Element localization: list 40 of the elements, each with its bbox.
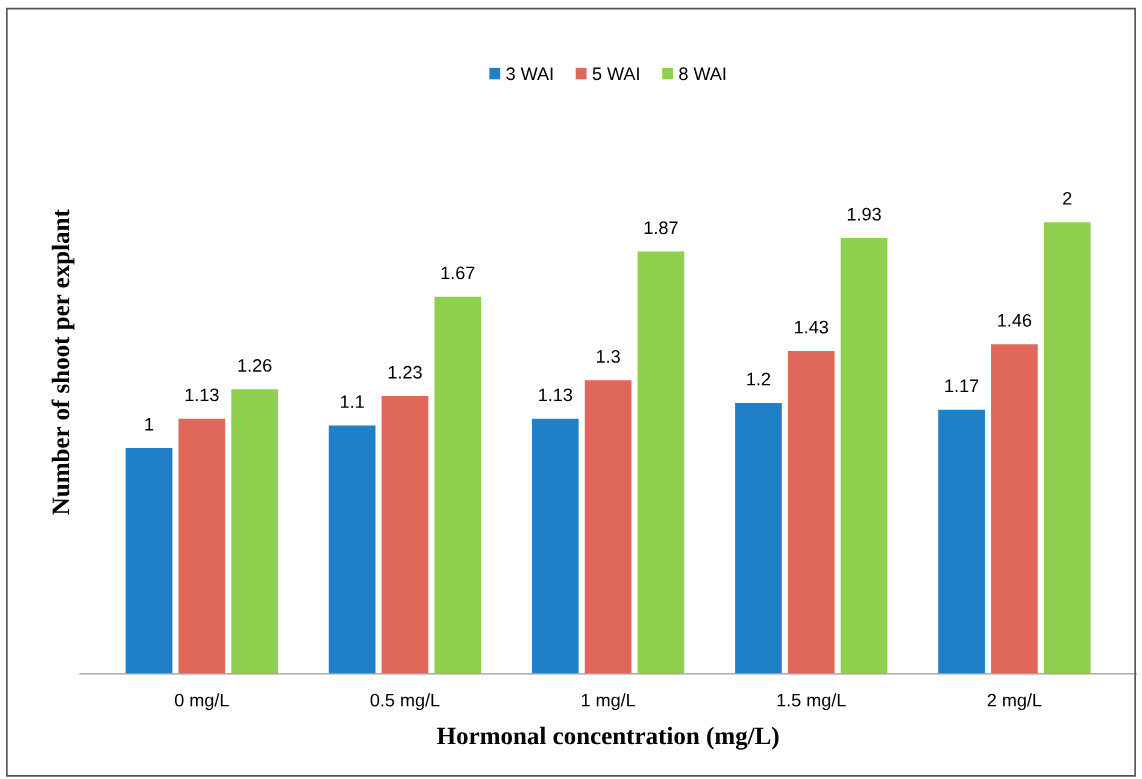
bar xyxy=(434,296,482,674)
bar xyxy=(381,396,429,674)
bar xyxy=(840,238,888,674)
bar xyxy=(938,409,985,674)
data-label: 1.13 xyxy=(185,388,219,402)
bar xyxy=(991,344,1038,674)
bar xyxy=(637,251,685,674)
bar xyxy=(328,425,376,674)
x-tick-label: 1 mg/L xyxy=(581,693,636,711)
bar xyxy=(178,418,226,674)
bar xyxy=(584,380,632,674)
legend-label: 5 WAI xyxy=(592,67,639,81)
x-tick-label: 2 mg/L xyxy=(987,693,1042,711)
data-label: 1 xyxy=(145,417,154,431)
legend-label: 3 WAI xyxy=(506,67,553,81)
bar xyxy=(1043,222,1091,674)
data-label: 1.26 xyxy=(238,359,272,372)
data-label: 1.13 xyxy=(539,388,573,402)
data-label: 2 xyxy=(1063,192,1072,205)
data-label: 1.93 xyxy=(847,207,881,221)
data-label: 1.2 xyxy=(747,372,771,386)
bar xyxy=(231,389,279,674)
x-axis-title: Hormonal concentration (mg/L) xyxy=(437,726,779,750)
x-tick-label: 0.5 mg/L xyxy=(370,693,440,711)
data-label: 1.46 xyxy=(998,313,1032,327)
x-tick-label: 0 mg/L xyxy=(174,693,229,711)
bar xyxy=(735,402,782,674)
bar xyxy=(125,448,173,674)
y-axis-title: Number of shoot per explant xyxy=(51,209,75,515)
legend-label: 8 WAI xyxy=(679,67,726,81)
data-label: 1.3 xyxy=(596,350,620,363)
data-label: 1.17 xyxy=(945,379,979,393)
data-label: 1.87 xyxy=(644,221,678,235)
data-label: 1.43 xyxy=(795,320,829,334)
bar xyxy=(787,350,835,674)
bar xyxy=(531,418,579,674)
x-tick-label: 1.5 mg/L xyxy=(777,693,846,711)
data-label: 1.1 xyxy=(340,395,364,408)
data-label: 1.23 xyxy=(388,365,422,379)
data-label: 1.67 xyxy=(441,266,475,280)
